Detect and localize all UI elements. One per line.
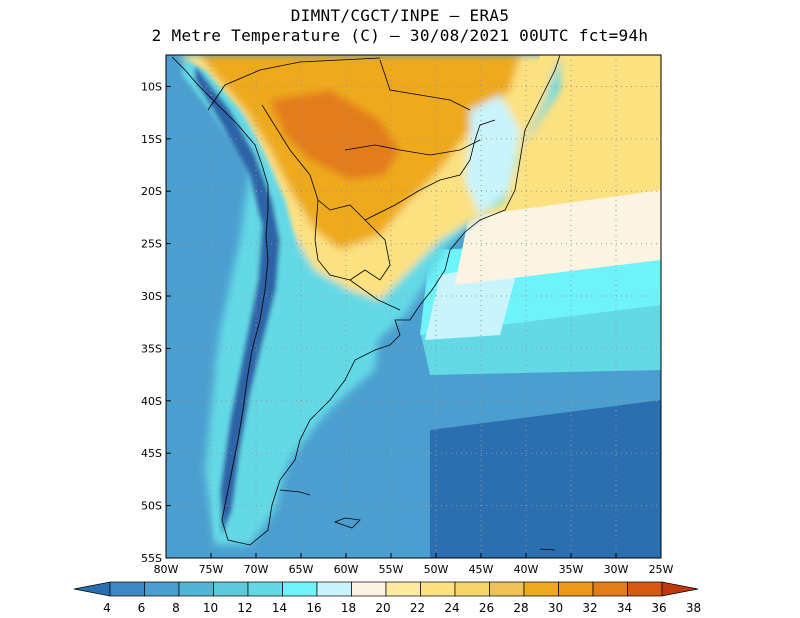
colorbar-label: 36	[651, 601, 666, 615]
colorbar-label: 26	[479, 601, 494, 615]
colorbar-label: 38	[686, 601, 701, 615]
lat-tick-label: 15S	[141, 133, 162, 146]
map-frame	[165, 54, 662, 559]
lon-tick-label: 65W	[289, 563, 314, 576]
colorbar-box	[489, 581, 525, 597]
colorbar-box	[316, 581, 352, 597]
lon-tick-label: 75W	[199, 563, 224, 576]
colorbar-label: 8	[172, 601, 180, 615]
colorbar-labels: 4 6 8 10 12 14 16 18 20 22 24 26 28 30 32 34 36 38	[103, 601, 701, 615]
south-georgia	[539, 548, 556, 551]
colorbar-box	[213, 581, 249, 597]
colorbar-left-arrow	[73, 581, 111, 597]
colorbar-box	[109, 581, 145, 597]
southeast-cool-patch	[465, 95, 520, 215]
coastlines-and-borders	[171, 55, 561, 551]
atlantic-pale-patch	[425, 260, 520, 340]
colorbar-box	[282, 581, 318, 597]
colorbar-label: 4	[103, 601, 111, 615]
colorbar-label: 16	[306, 601, 321, 615]
lon-tick-label: 55W	[379, 563, 404, 576]
temperature-field	[166, 55, 661, 558]
colorbar-box	[351, 581, 387, 597]
colorbar-box	[420, 581, 456, 597]
map-title-line1: DIMNT/CGCT/INPE – ERA5	[290, 6, 510, 25]
colorbar-label: 14	[272, 601, 287, 615]
lat-tick-label: 30S	[141, 290, 162, 303]
lat-tick-label: 10S	[141, 80, 162, 93]
lon-tick-label: 70W	[244, 563, 269, 576]
bolivia-paraguay-border	[261, 104, 391, 281]
patagonia-coast	[279, 489, 311, 496]
colorbar-box	[144, 581, 180, 597]
colorbar-right-arrow	[661, 581, 699, 597]
lon-tick-label: 45W	[469, 563, 494, 576]
colorbar-label: 10	[203, 601, 218, 615]
colorbar-box	[523, 581, 559, 597]
map-title-line2: 2 Metre Temperature (C) – 30/08/2021 00U…	[151, 26, 649, 45]
colorbar-box	[247, 581, 283, 597]
atlantic-cool-band	[420, 300, 661, 375]
colorbar-box	[627, 581, 663, 597]
lat-tick-label: 55S	[141, 552, 162, 565]
lon-tick-label: 60W	[334, 563, 359, 576]
brazil-internal-border	[364, 119, 496, 221]
brazil-state-border-north	[379, 59, 471, 111]
coastline	[171, 55, 561, 546]
colorbar-label: 6	[138, 601, 146, 615]
lat-tick-label: 45S	[141, 447, 162, 460]
lon-tick-label: 30W	[604, 563, 629, 576]
colorbar-box	[385, 581, 421, 597]
longitude-labels: 80W 75W 70W 65W 60W 55W 50W 45W 40W 35W 30W 25W	[154, 553, 674, 576]
lon-tick-label: 25W	[649, 563, 674, 576]
lon-tick-label: 80W	[154, 563, 179, 576]
colorbar-box	[592, 581, 628, 597]
atlantic-south-band	[430, 400, 661, 558]
andes-dark-band	[195, 65, 280, 535]
colorbar-label: 24	[444, 601, 459, 615]
lon-tick-label: 50W	[424, 563, 449, 576]
lat-tick-label: 35S	[141, 342, 162, 355]
colorbar-label: 22	[410, 601, 425, 615]
lon-tick-label: 35W	[559, 563, 584, 576]
argentina-border	[314, 199, 401, 311]
north-border	[207, 57, 381, 111]
lat-tick-label: 40S	[141, 395, 162, 408]
latitude-labels: 10S 15S 20S 25S 30S 35S 40S 45S 50S 55S	[141, 80, 171, 565]
colorbar-label: 30	[548, 601, 563, 615]
colorbar-label: 32	[582, 601, 597, 615]
lat-tick-label: 50S	[141, 500, 162, 513]
colorbar-box	[558, 581, 594, 597]
falkland-islands	[333, 517, 361, 529]
colorbar-boxes	[73, 581, 699, 597]
colorbar-label: 12	[237, 601, 252, 615]
brazil-state-border	[344, 139, 481, 156]
colorbar-label: 20	[375, 601, 390, 615]
colorbar-box	[454, 581, 490, 597]
land-hot-region	[270, 90, 400, 180]
colorbar-box	[178, 581, 214, 597]
colorbar-label: 28	[513, 601, 528, 615]
colorbar-label: 34	[617, 601, 632, 615]
colorbar-label: 18	[341, 601, 356, 615]
lat-tick-label: 25S	[141, 238, 162, 251]
lon-tick-label: 40W	[514, 563, 539, 576]
lat-tick-label: 20S	[141, 185, 162, 198]
